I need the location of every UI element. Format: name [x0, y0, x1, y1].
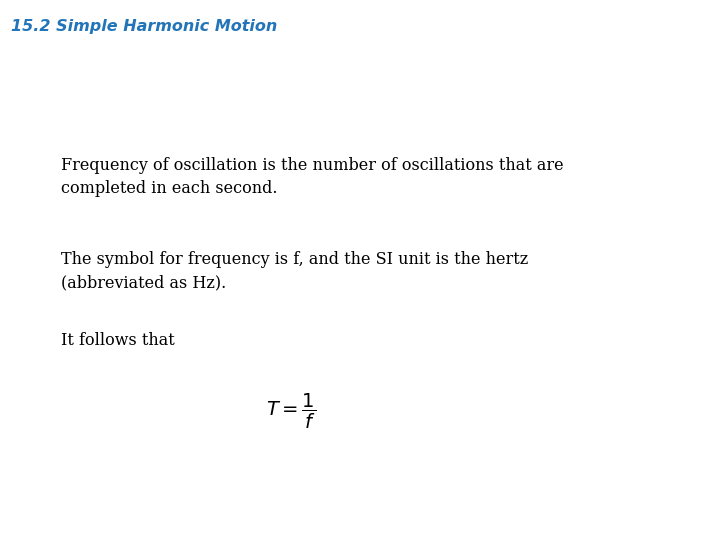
Text: $T = \dfrac{1}{f}$: $T = \dfrac{1}{f}$ [266, 392, 317, 430]
Text: It follows that: It follows that [61, 332, 175, 349]
Text: Frequency of oscillation is the number of oscillations that are
completed in eac: Frequency of oscillation is the number o… [61, 157, 564, 197]
Text: 15.2 Simple Harmonic Motion: 15.2 Simple Harmonic Motion [11, 19, 277, 34]
Text: The symbol for frequency is f, and the SI unit is the hertz
(abbreviated as Hz).: The symbol for frequency is f, and the S… [61, 251, 528, 292]
